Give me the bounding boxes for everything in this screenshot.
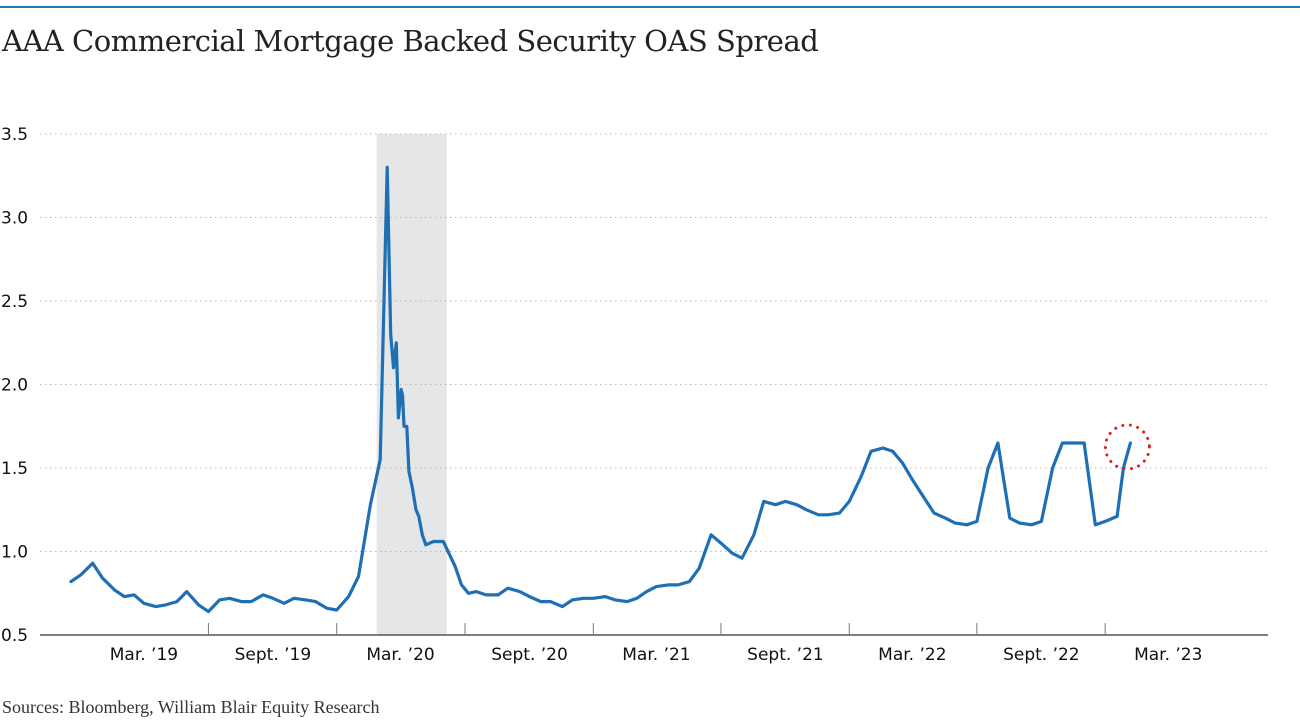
highlight-circle bbox=[1103, 423, 1151, 471]
y-tick-label: 1.5 bbox=[1, 459, 28, 479]
y-tick-label: 3.0 bbox=[1, 209, 28, 229]
y-tick-label: 0.5 bbox=[1, 626, 28, 646]
y-tick-label: 2.0 bbox=[1, 376, 28, 396]
x-tick-label: Sept. ’21 bbox=[747, 645, 824, 665]
top-rule bbox=[0, 6, 1300, 8]
x-tick-label: Mar. ’20 bbox=[366, 645, 434, 665]
y-tick-label: 3.5 bbox=[1, 125, 28, 145]
series-line bbox=[69, 165, 1132, 614]
x-tick-label: Sept. ’20 bbox=[491, 645, 568, 665]
x-tick-label: Mar. ’23 bbox=[1134, 645, 1202, 665]
x-tick-label: Mar. ’22 bbox=[878, 645, 946, 665]
x-tick-label: Mar. ’19 bbox=[110, 645, 178, 665]
x-tick-label: Sept. ’22 bbox=[1003, 645, 1080, 665]
y-tick-label: 1.0 bbox=[1, 543, 28, 563]
x-tick-label: Sept. ’19 bbox=[235, 645, 312, 665]
y-tick-label: 2.5 bbox=[1, 292, 28, 312]
source-note: Sources: Bloomberg, William Blair Equity… bbox=[2, 697, 380, 717]
chart-title: AAA Commercial Mortgage Backed Security … bbox=[2, 24, 819, 58]
x-tick-label: Mar. ’21 bbox=[622, 645, 690, 665]
